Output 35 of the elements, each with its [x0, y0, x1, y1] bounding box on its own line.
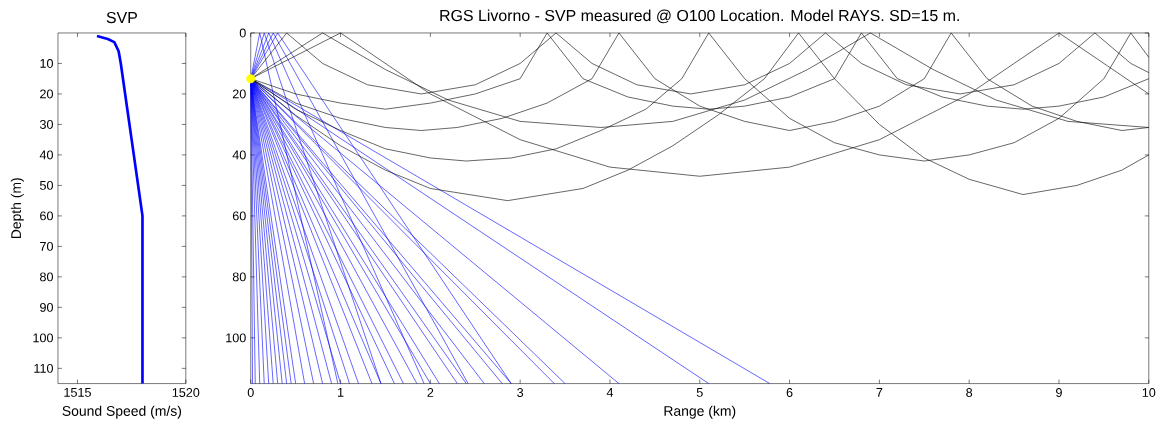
x-tick-label: 5	[696, 388, 703, 398]
y-tick-label: 90	[40, 303, 53, 313]
y-tick-label: 110	[34, 364, 53, 374]
y-tick-label: 100	[226, 333, 246, 343]
y-tick-label: 80	[40, 272, 53, 282]
x-tick-label: 1515	[64, 388, 91, 398]
y-tick-label: 40	[39, 150, 53, 160]
y-tick-label: 10	[40, 59, 53, 69]
y-tick-label: 20	[232, 89, 246, 99]
x-axis-title: Sound Speed (m/s)	[62, 405, 182, 419]
x-tick-label: 6	[786, 388, 793, 398]
x-tick-label: 9	[1056, 388, 1062, 398]
y-tick-label: 70	[40, 242, 53, 252]
y-tick-label: 60	[40, 211, 53, 221]
y-tick-label: 20	[40, 89, 53, 99]
x-tick-label: 1520	[172, 388, 200, 398]
x-tick-label: 3	[517, 388, 524, 398]
x-tick-label: 2	[427, 388, 434, 398]
chart-title: RGS Livorno - SVP measured @ O100 Location. Model RAYS. SD=15 m.	[440, 9, 959, 24]
y-tick-label: 100	[33, 333, 53, 343]
y-tick-label: 50	[39, 181, 53, 191]
y-axis-title: Depth (m)	[10, 178, 24, 239]
chart-title: SVP	[106, 12, 137, 24]
y-tick-label: 30	[39, 120, 53, 130]
x-tick-label: 1	[338, 388, 344, 397]
y-tick-label: 40	[232, 150, 246, 160]
x-tick-label: 0	[247, 388, 254, 398]
x-axis-title: Range (km)	[664, 405, 736, 419]
x-tick-label: 8	[966, 388, 973, 398]
x-tick-label: 10	[1142, 388, 1156, 398]
y-tick-label: 60	[232, 211, 246, 221]
y-tick-label: 0	[239, 28, 246, 38]
x-tick-label: 4	[606, 388, 614, 397]
x-tick-label: 7	[876, 388, 883, 397]
y-tick-label: 80	[232, 272, 246, 282]
